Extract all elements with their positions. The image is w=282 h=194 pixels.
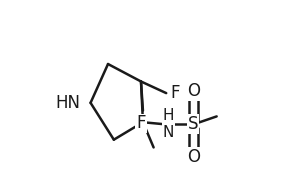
Text: F: F (136, 114, 146, 133)
Text: F: F (170, 84, 180, 102)
Text: S: S (188, 115, 199, 133)
Text: O: O (187, 148, 200, 166)
Text: HN: HN (55, 94, 80, 112)
Text: H
N: H N (162, 108, 174, 140)
Text: O: O (187, 82, 200, 100)
